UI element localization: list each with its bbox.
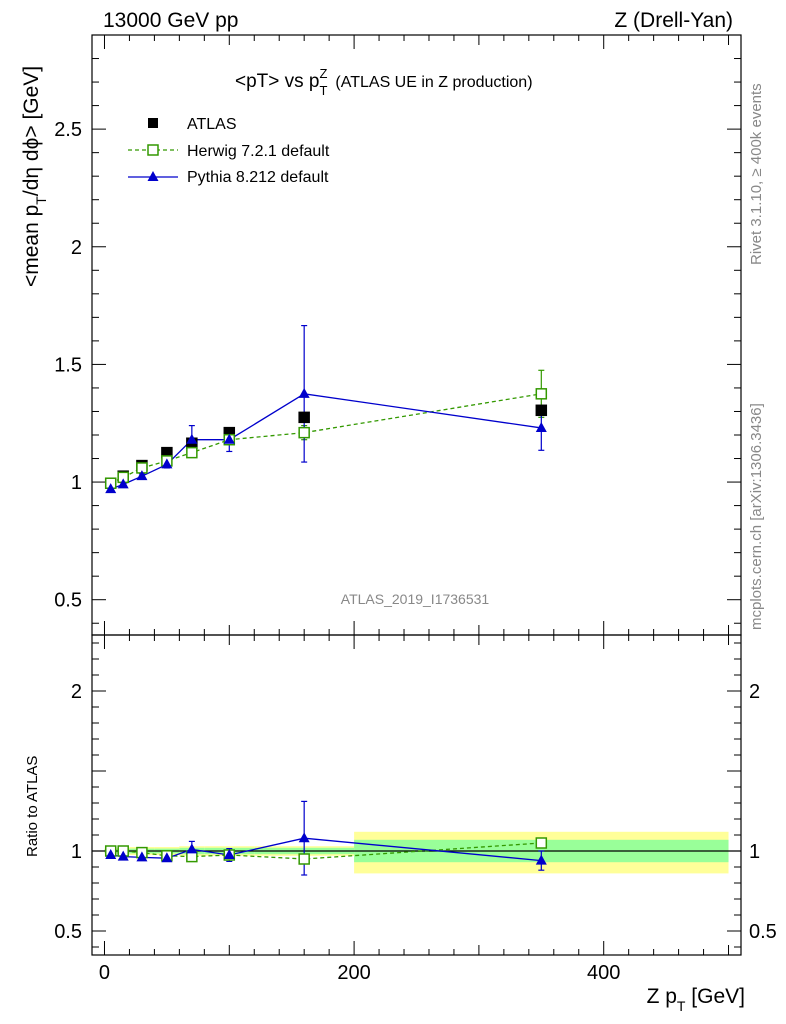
ratio-ytick-label-left: 0.5 — [54, 921, 82, 943]
herwig-point — [298, 426, 310, 439]
pythia-point — [535, 421, 547, 432]
pythia-point — [298, 387, 310, 398]
main-ylabel: <mean pT/dη dϕ> [GeV] — [20, 66, 49, 287]
main-ytick-label: 0.5 — [54, 590, 82, 612]
ratio-ytick-label-left: 2 — [71, 681, 82, 703]
pythia-point — [117, 478, 129, 489]
pythia-point — [105, 483, 117, 494]
pythia-ratio-point — [105, 849, 117, 859]
herwig-point — [186, 446, 198, 459]
rivet-note: Rivet 3.1.10, ≥ 400k events — [748, 83, 765, 265]
ratio-plot-frame — [91, 634, 742, 956]
pythia-ratio-point — [117, 850, 129, 861]
legend-herwig-label: Herwig 7.2.1 default — [187, 143, 330, 160]
xtick-label: 400 — [587, 962, 620, 984]
pythia-ratio-point — [161, 852, 173, 863]
ratio-ytick-label-left: 1 — [71, 841, 82, 863]
title-main: <pT> vs p — [235, 71, 320, 92]
pythia-point — [161, 458, 173, 469]
main-ytick-label: 1.5 — [54, 354, 82, 376]
pythia-ratio-point — [136, 851, 148, 862]
legend-pythia-label: Pythia 8.212 default — [187, 169, 329, 186]
ratio-ytick-label-right: 1 — [749, 841, 760, 863]
legend-pythia-marker — [147, 171, 159, 181]
pythia-point — [223, 433, 235, 444]
ratio-ylabel: Ratio to ATLAS — [24, 756, 41, 857]
mcplots-note: mcplots.cern.ch [arXiv:1306.3436] — [748, 403, 765, 630]
main-ytick-label: 1 — [71, 472, 82, 494]
data-series — [104, 324, 548, 876]
main-ytick-label: 2.5 — [54, 119, 82, 141]
axis-ticks: 0.5 1 1.5 2 2.5 0.5 0.5 1 1 2 2 0 200 400 — [54, 35, 777, 984]
xlabel: Z pT [GeV] — [647, 985, 745, 1014]
legend-herwig-marker — [147, 144, 159, 156]
legend-atlas-marker — [148, 118, 158, 128]
title-sup: Z — [320, 66, 328, 81]
header-right: Z (Drell-Yan) — [614, 9, 733, 32]
legend-atlas-label: ATLAS — [187, 116, 237, 133]
pythia-ratio-point — [186, 843, 198, 854]
title-note: (ATLAS UE in Z production) — [335, 74, 532, 91]
header-left: 13000 GeV pp — [103, 9, 238, 32]
pythia-ratio-point — [535, 854, 547, 865]
pythia-ratio-point — [298, 832, 310, 843]
herwig-point — [535, 388, 548, 400]
atlas-point — [298, 411, 310, 424]
legend: ATLAS Herwig 7.2.1 default Pythia 8.212 … — [128, 116, 330, 186]
main-ytick-label: 2 — [71, 237, 82, 259]
herwig-line — [110, 393, 542, 484]
analysis-watermark: ATLAS_2019_I1736531 — [341, 591, 490, 607]
pythia-point — [186, 433, 198, 444]
xtick-label: 0 — [99, 962, 110, 984]
chart-title: <pT> vs pZ T (ATLAS UE in Z production) — [235, 66, 533, 98]
ratio-ytick-label-right: 2 — [749, 681, 760, 703]
ratio-ytick-label-right: 0.5 — [749, 921, 777, 943]
title-sub: T — [319, 83, 327, 98]
herwig-ratio-point — [535, 837, 548, 849]
xtick-label: 200 — [337, 962, 370, 984]
pythia-line — [110, 393, 542, 490]
herwig-ratio-point — [298, 853, 310, 865]
atlas-point — [535, 404, 548, 417]
pythia-ratio-point — [223, 849, 235, 859]
pythia-point — [136, 470, 148, 481]
